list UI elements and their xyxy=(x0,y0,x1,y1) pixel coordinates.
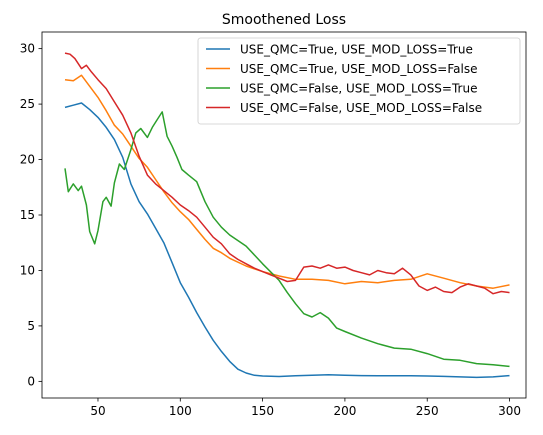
x-tick-label: 200 xyxy=(333,404,356,418)
y-tick-label: 30 xyxy=(20,42,35,56)
legend-entry-1: USE_QMC=True, USE_MOD_LOSS=True xyxy=(240,43,473,57)
plot-lines xyxy=(64,52,510,379)
y-axis: 0 5 10 15 20 25 30 xyxy=(20,42,42,388)
x-tick-label: 100 xyxy=(169,404,192,418)
y-tick-label: 5 xyxy=(27,319,35,333)
legend-entry-3: USE_QMC=False, USE_MOD_LOSS=True xyxy=(240,82,477,96)
y-tick-label: 20 xyxy=(20,153,35,167)
x-tick-label: 150 xyxy=(251,404,274,418)
x-tick-label: 50 xyxy=(90,404,105,418)
y-tick-label: 25 xyxy=(20,97,35,111)
series-line-3 xyxy=(64,111,510,368)
legend-entry-4: USE_QMC=False, USE_MOD_LOSS=False xyxy=(240,101,482,115)
series-line-4 xyxy=(64,52,510,295)
legend-entry-2: USE_QMC=True, USE_MOD_LOSS=False xyxy=(240,62,477,76)
x-axis: 50 100 150 200 250 300 xyxy=(90,398,521,418)
legend: USE_QMC=True, USE_MOD_LOSS=True USE_QMC=T… xyxy=(197,37,521,125)
series-line-2 xyxy=(64,74,510,289)
y-tick-label: 15 xyxy=(20,208,35,222)
x-tick-label: 300 xyxy=(498,404,521,418)
y-tick-label: 10 xyxy=(20,263,35,277)
chart-title: Smoothened Loss xyxy=(222,12,346,28)
legend-box xyxy=(197,37,521,125)
y-tick-label: 0 xyxy=(27,374,35,388)
x-tick-label: 250 xyxy=(416,404,439,418)
series-line-1 xyxy=(64,102,510,379)
